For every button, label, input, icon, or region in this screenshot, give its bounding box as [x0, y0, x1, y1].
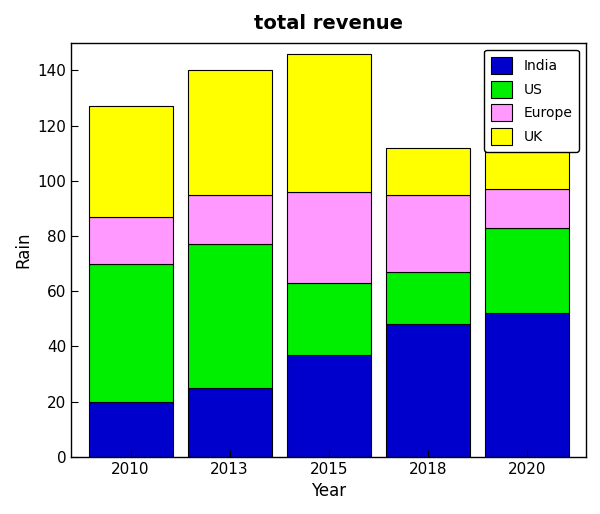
Y-axis label: Rain: Rain: [14, 231, 32, 268]
Bar: [386, 194, 470, 272]
Bar: [386, 272, 470, 324]
Bar: [287, 54, 371, 192]
Bar: [89, 264, 173, 401]
Bar: [188, 70, 272, 194]
Bar: [485, 228, 569, 313]
Bar: [188, 194, 272, 244]
X-axis label: Year: Year: [311, 482, 346, 500]
Bar: [287, 355, 371, 457]
Bar: [89, 106, 173, 216]
Bar: [89, 401, 173, 457]
Bar: [188, 244, 272, 388]
Bar: [485, 313, 569, 457]
Bar: [485, 189, 569, 228]
Bar: [386, 324, 470, 457]
Title: total revenue: total revenue: [254, 14, 403, 33]
Bar: [287, 283, 371, 355]
Bar: [386, 148, 470, 194]
Bar: [485, 139, 569, 189]
Bar: [89, 216, 173, 264]
Bar: [287, 192, 371, 283]
Bar: [188, 388, 272, 457]
Legend: India, US, Europe, UK: India, US, Europe, UK: [484, 50, 579, 152]
